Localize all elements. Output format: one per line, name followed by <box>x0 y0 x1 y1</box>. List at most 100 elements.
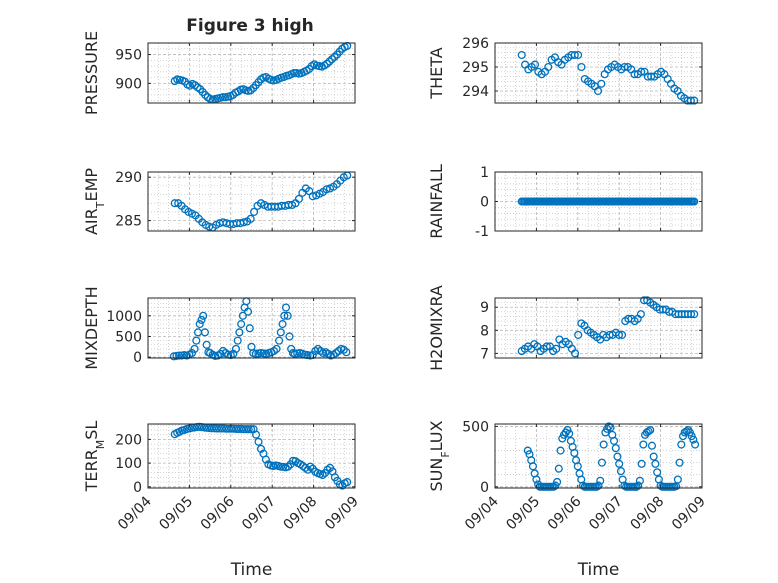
data-point <box>613 452 622 461</box>
data-point <box>278 320 287 329</box>
x-axis-label: Time <box>577 560 620 580</box>
data-point <box>237 320 246 329</box>
data-point <box>342 348 351 357</box>
y-tick-label: 100 <box>115 456 142 472</box>
data-point <box>649 452 658 461</box>
data-point <box>614 330 624 339</box>
axes-box <box>147 297 356 359</box>
subplot-rainfall: -1 0 1 RAINFALL <box>427 164 703 240</box>
grid <box>494 297 703 359</box>
x-tick-label: 09/07 <box>586 494 626 534</box>
grid <box>147 298 356 358</box>
y-tick-label: 500 <box>462 419 489 435</box>
data-point <box>233 336 242 345</box>
y-tick-label: 0 <box>133 480 142 496</box>
y-tick-label: 0 <box>480 480 489 496</box>
data-point <box>570 50 579 60</box>
data-markers <box>170 41 352 104</box>
data-point <box>231 344 241 353</box>
data-point <box>275 336 284 345</box>
data-point <box>281 303 291 312</box>
data-point <box>690 197 699 206</box>
data-point <box>532 475 541 484</box>
data-point <box>635 476 644 485</box>
data-point <box>244 425 253 434</box>
x-tick-label: 09/06 <box>198 493 238 533</box>
data-point <box>637 459 646 468</box>
y-axis-label: THETA <box>427 47 446 99</box>
data-point <box>691 440 700 449</box>
data-point <box>556 446 565 455</box>
y-tick-label: 200 <box>115 432 142 448</box>
data-point <box>565 429 574 438</box>
data-point <box>596 476 605 485</box>
data-markers <box>170 422 352 490</box>
axes-box <box>494 297 703 359</box>
data-point <box>190 344 199 353</box>
y-tick-label: 8 <box>480 323 489 339</box>
data-point <box>238 311 247 320</box>
axes-box <box>147 171 356 232</box>
data-point <box>517 50 526 60</box>
data-point <box>616 467 625 476</box>
y-tick-label: 0 <box>133 350 142 366</box>
axes-box <box>494 423 703 489</box>
data-point <box>553 477 562 487</box>
data-point <box>272 344 281 353</box>
data-point <box>632 482 641 491</box>
data-point <box>574 330 583 339</box>
data-point <box>306 462 315 471</box>
data-point <box>308 192 317 201</box>
data-point <box>528 462 537 471</box>
data-point <box>187 348 197 358</box>
y-tick-label: 500 <box>115 329 142 345</box>
data-point <box>239 218 248 227</box>
data-point <box>175 351 184 360</box>
data-point <box>252 430 261 439</box>
y-axis-label: RAINFALL <box>427 164 446 239</box>
data-point <box>687 310 696 319</box>
data-point <box>639 440 648 449</box>
data-point <box>673 475 682 484</box>
data-point <box>218 93 227 102</box>
subplot-h2omixra: 7 8 9 H2OMIXRA <box>427 285 703 371</box>
data-point <box>686 96 695 105</box>
y-tick-label: 950 <box>115 48 142 64</box>
data-markers <box>517 197 699 206</box>
data-point <box>594 481 603 490</box>
data-markers <box>523 422 700 491</box>
data-point <box>202 340 211 349</box>
data-point <box>651 459 660 468</box>
x-tick-label: 09/04 <box>115 493 155 533</box>
y-tick-label: 285 <box>115 214 142 230</box>
data-point <box>343 478 352 487</box>
data-point <box>544 62 553 72</box>
data-point <box>242 297 251 306</box>
data-point <box>593 86 603 96</box>
x-tick-label: 09/06 <box>545 493 585 533</box>
data-point <box>675 458 684 467</box>
y-tick-label: 290 <box>115 170 142 186</box>
data-point <box>343 41 352 50</box>
y-axis-label: MIXDEPTH <box>82 286 101 369</box>
data-point <box>285 332 294 341</box>
data-point <box>246 86 255 95</box>
data-point <box>330 52 339 61</box>
data-point <box>308 351 317 360</box>
y-axis-label: PRESSURE <box>82 31 101 115</box>
subplot-theta: 294 295 296 THETA <box>427 36 703 105</box>
subplot-terr-msl: 0 100 200 TERRMSL 09/04 09/05 09/06 09/07 09/08 0… <box>82 421 362 580</box>
data-point <box>245 324 254 333</box>
data-point <box>247 425 256 434</box>
axes-box <box>147 423 356 489</box>
data-point <box>609 436 619 445</box>
grid <box>147 172 356 231</box>
data-point <box>192 336 201 345</box>
data-point <box>690 96 699 105</box>
data-point <box>199 311 208 320</box>
data-point <box>201 90 210 99</box>
x-tick-label: 09/07 <box>239 494 279 534</box>
data-point <box>689 435 698 444</box>
